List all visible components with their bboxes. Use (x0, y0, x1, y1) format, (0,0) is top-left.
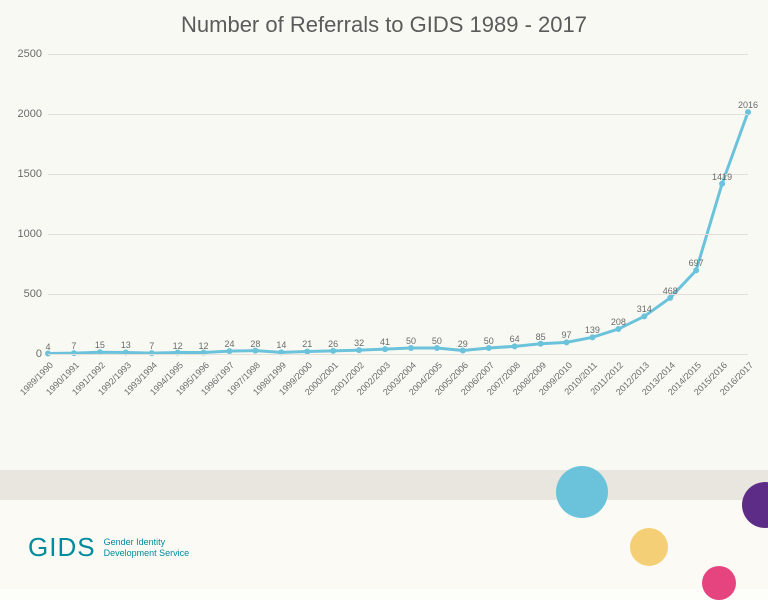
data-label: 1419 (712, 172, 732, 182)
y-tick-label: 1500 (18, 168, 48, 180)
logo-subtitle: Gender Identity Development Service (104, 537, 190, 559)
data-label: 7 (71, 341, 76, 351)
logo-acronym: GIDS (28, 532, 96, 563)
plot-area: 050010001500200025001989/19901990/199119… (48, 54, 748, 354)
data-label: 12 (199, 341, 209, 351)
data-label: 64 (510, 334, 520, 344)
data-label: 15 (95, 340, 105, 350)
data-label: 13 (121, 340, 131, 350)
gridline (48, 114, 748, 115)
data-label: 697 (689, 258, 704, 268)
data-label: 21 (302, 339, 312, 349)
gridline (48, 174, 748, 175)
decorative-circle (630, 528, 668, 566)
gridline (48, 54, 748, 55)
decorative-circle (556, 466, 608, 518)
data-label: 14 (276, 340, 286, 350)
data-label: 24 (224, 339, 234, 349)
data-label: 468 (663, 286, 678, 296)
gridline (48, 294, 748, 295)
data-label: 4 (45, 342, 50, 352)
data-label: 85 (536, 332, 546, 342)
logo-line2: Development Service (104, 548, 190, 558)
data-label: 2016 (738, 100, 758, 110)
data-label: 41 (380, 337, 390, 347)
y-tick-label: 2000 (18, 108, 48, 120)
data-label: 50 (406, 336, 416, 346)
data-label: 7 (149, 341, 154, 351)
data-label: 97 (562, 330, 572, 340)
data-label: 32 (354, 338, 364, 348)
gridline (48, 354, 748, 355)
logo-line1: Gender Identity (104, 537, 166, 547)
data-label: 139 (585, 325, 600, 335)
data-label: 50 (432, 336, 442, 346)
y-tick-label: 2500 (18, 48, 48, 60)
gids-logo: GIDS Gender Identity Development Service (28, 532, 189, 563)
data-label: 29 (458, 339, 468, 349)
chart-title: Number of Referrals to GIDS 1989 - 2017 (0, 0, 768, 38)
data-label: 50 (484, 336, 494, 346)
data-label: 26 (328, 339, 338, 349)
data-label: 12 (173, 341, 183, 351)
y-tick-label: 500 (24, 288, 48, 300)
data-label: 314 (637, 304, 652, 314)
gridline (48, 234, 748, 235)
decorative-circle (702, 566, 736, 600)
data-label: 208 (611, 317, 626, 327)
chart-container: Number of Referrals to GIDS 1989 - 2017 … (0, 0, 768, 470)
footer-band (0, 470, 768, 500)
data-label: 28 (250, 339, 260, 349)
y-tick-label: 1000 (18, 228, 48, 240)
